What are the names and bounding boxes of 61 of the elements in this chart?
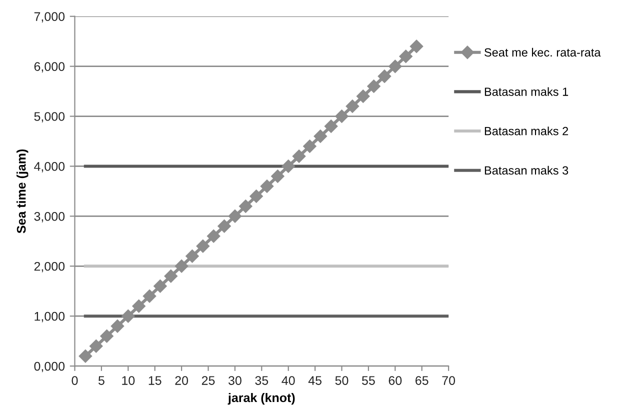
point xyxy=(292,150,306,163)
y-tick-label: 5,000 xyxy=(34,112,65,122)
x-tick-label: 15 xyxy=(148,376,162,385)
point xyxy=(335,110,348,123)
point xyxy=(282,160,295,173)
point xyxy=(399,50,412,63)
x-tick-label: 10 xyxy=(122,376,135,385)
point xyxy=(378,70,392,83)
x-tick-label: 0 xyxy=(72,376,78,385)
x-tick-label: 65 xyxy=(416,376,428,385)
point xyxy=(100,329,114,343)
point xyxy=(388,60,402,73)
point xyxy=(367,80,380,93)
x-tick-label: 30 xyxy=(228,376,242,385)
point xyxy=(271,170,284,183)
point xyxy=(324,120,338,133)
x-tick-label: 70 xyxy=(442,376,456,385)
point xyxy=(314,130,327,143)
point xyxy=(110,320,124,333)
x-tick-label: 50 xyxy=(335,376,348,385)
x-tick-label: 45 xyxy=(308,376,322,385)
point xyxy=(207,230,220,243)
x-tick-label: 40 xyxy=(282,376,295,385)
y-tick-label: 0,000 xyxy=(34,362,65,372)
point xyxy=(142,290,156,303)
point xyxy=(228,210,242,223)
point xyxy=(356,90,370,103)
point xyxy=(260,180,274,193)
point xyxy=(196,240,210,253)
point xyxy=(154,280,167,293)
point xyxy=(90,339,103,353)
point xyxy=(174,260,188,273)
legend-label: Batasan maks 3 xyxy=(484,166,568,175)
point xyxy=(303,140,316,153)
x-tick-label: 5 xyxy=(98,376,104,385)
x-tick-label: 35 xyxy=(255,376,268,385)
point xyxy=(186,250,199,263)
y-tick-label: 7,000 xyxy=(34,12,65,22)
legend-label: Batasan maks 2 xyxy=(484,126,568,136)
legend-label: Batasan maks 1 xyxy=(484,87,568,96)
y-tick-label: 6,000 xyxy=(34,62,65,72)
point xyxy=(250,190,263,203)
x-tick-label: 55 xyxy=(362,376,375,385)
point xyxy=(410,40,424,53)
point xyxy=(346,100,360,113)
point xyxy=(78,349,92,363)
x-tick-label: 20 xyxy=(175,376,188,385)
x-tick-label: 60 xyxy=(388,376,402,385)
point xyxy=(164,270,178,283)
x-tick-label: 25 xyxy=(202,376,215,385)
y-tick-label: 4,000 xyxy=(34,162,65,172)
y-tick-label: 2,000 xyxy=(34,262,65,272)
legend-label: Seat me kec. rata-rata xyxy=(484,48,601,57)
point xyxy=(239,200,252,213)
point xyxy=(218,220,231,233)
y-axis-title: Sea time (jam) xyxy=(16,149,28,234)
point xyxy=(122,310,135,323)
point xyxy=(132,300,146,313)
x-axis-title: jarak (knot) xyxy=(228,392,295,405)
y-tick-label: 1,000 xyxy=(34,312,65,322)
y-tick-label: 3,000 xyxy=(34,212,65,222)
